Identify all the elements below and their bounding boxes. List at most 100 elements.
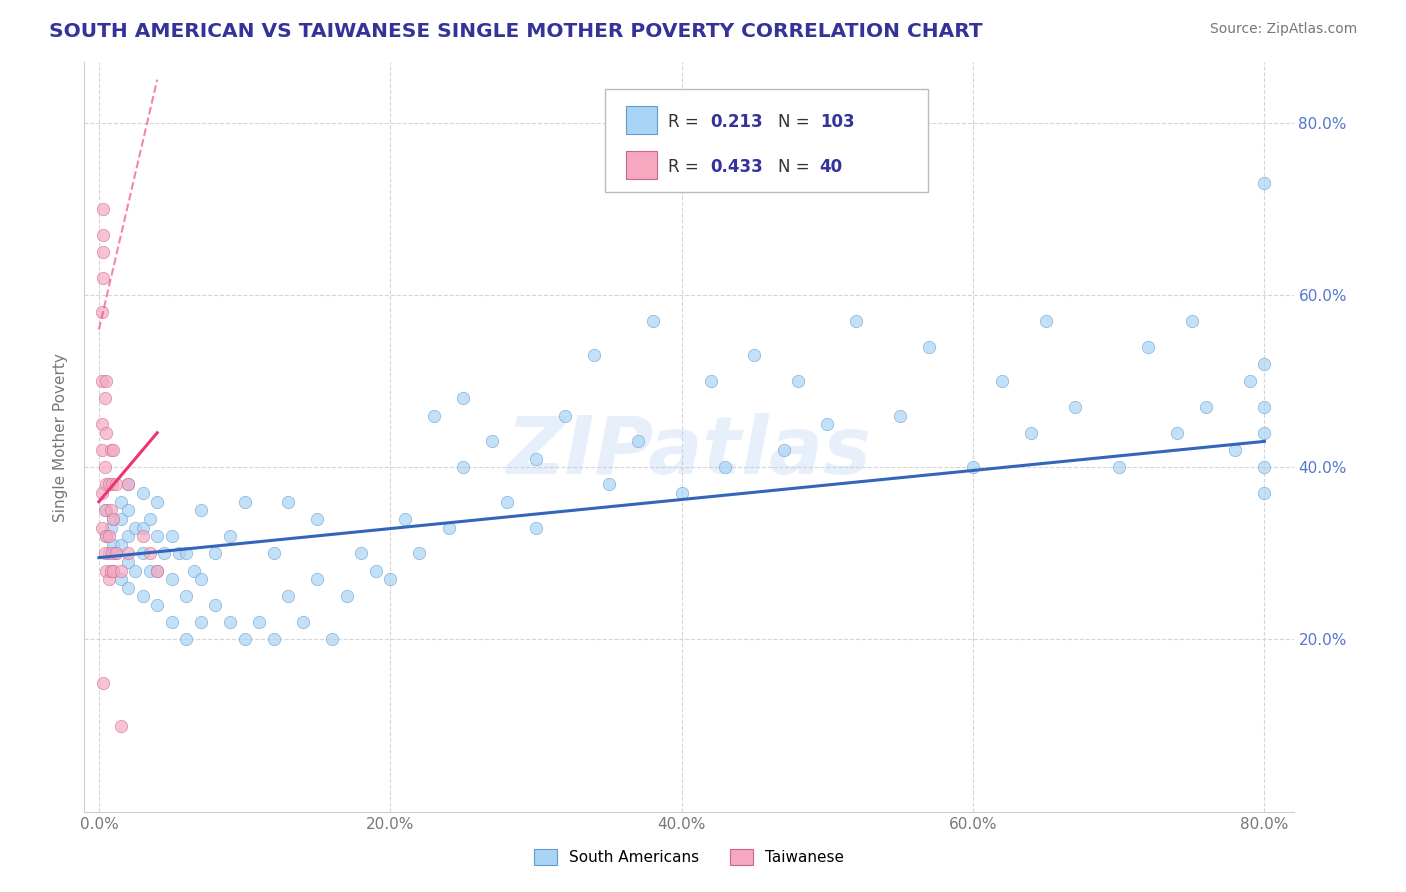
Point [1253,400,1275,414]
Point [98,572,121,586]
Point [117,555,139,569]
Point [117,529,139,543]
Point [146,598,169,612]
Point [263,546,285,560]
Point [117,477,139,491]
Point [94,392,117,406]
Point [91,202,114,216]
Point [219,615,242,630]
Point [1035,314,1057,328]
Point [105,477,128,491]
Point [277,590,299,604]
Point [1253,460,1275,475]
Point [167,546,190,560]
Point [583,348,606,362]
Point [451,460,474,475]
Point [291,615,314,630]
Point [153,546,176,560]
Point [714,460,737,475]
Point [160,572,183,586]
Point [90,305,112,319]
Point [103,512,125,526]
Point [1253,176,1275,190]
Point [100,520,122,534]
Point [219,529,242,543]
Point [96,564,118,578]
Y-axis label: Single Mother Poverty: Single Mother Poverty [53,352,69,522]
Point [91,270,114,285]
Point [437,520,460,534]
Point [124,520,146,534]
Point [117,503,139,517]
Point [380,572,402,586]
Point [160,529,183,543]
Point [481,434,503,449]
Point [146,494,169,508]
Point [176,546,198,560]
Point [772,442,794,457]
Point [91,227,114,242]
Point [787,374,810,388]
Text: 0.213: 0.213 [710,112,762,131]
Point [94,460,117,475]
Point [176,590,198,604]
Point [98,546,121,560]
Point [146,564,169,578]
Text: SOUTH AMERICAN VS TAIWANESE SINGLE MOTHER POVERTY CORRELATION CHART: SOUTH AMERICAN VS TAIWANESE SINGLE MOTHE… [49,22,983,41]
Point [1108,460,1130,475]
Point [1253,425,1275,440]
Point [1166,425,1188,440]
Text: 103: 103 [820,112,855,131]
Point [744,348,766,362]
Point [962,460,984,475]
Point [98,477,121,491]
Point [336,590,359,604]
Point [103,512,125,526]
Point [183,564,205,578]
Point [110,494,132,508]
Point [139,512,162,526]
Point [105,546,128,560]
Point [176,632,198,647]
Point [889,409,911,423]
Point [146,529,169,543]
Point [845,314,868,328]
Point [1253,486,1275,500]
Point [451,392,474,406]
Point [91,244,114,259]
Point [627,434,650,449]
Point [131,529,153,543]
Point [96,529,118,543]
Point [96,425,118,440]
Point [247,615,270,630]
Point [160,615,183,630]
Point [1064,400,1087,414]
Text: ZIPatlas: ZIPatlas [506,413,872,491]
Text: Source: ZipAtlas.com: Source: ZipAtlas.com [1209,22,1357,37]
Point [307,512,329,526]
Text: N =: N = [778,158,814,176]
Point [96,529,118,543]
Text: 0.433: 0.433 [710,158,763,176]
Point [495,494,517,508]
Point [103,538,125,552]
Point [139,546,162,560]
Point [96,374,118,388]
Point [110,538,132,552]
Point [96,477,118,491]
Point [110,718,132,732]
Point [90,486,112,500]
Point [1180,314,1202,328]
Point [524,520,547,534]
Point [90,442,112,457]
Point [190,572,212,586]
Legend: South Americans, Taiwanese: South Americans, Taiwanese [527,843,851,871]
Point [394,512,416,526]
Point [146,564,169,578]
Point [101,477,124,491]
Point [1239,374,1261,388]
Point [598,477,620,491]
Point [364,564,387,578]
Point [641,314,664,328]
Point [423,409,446,423]
